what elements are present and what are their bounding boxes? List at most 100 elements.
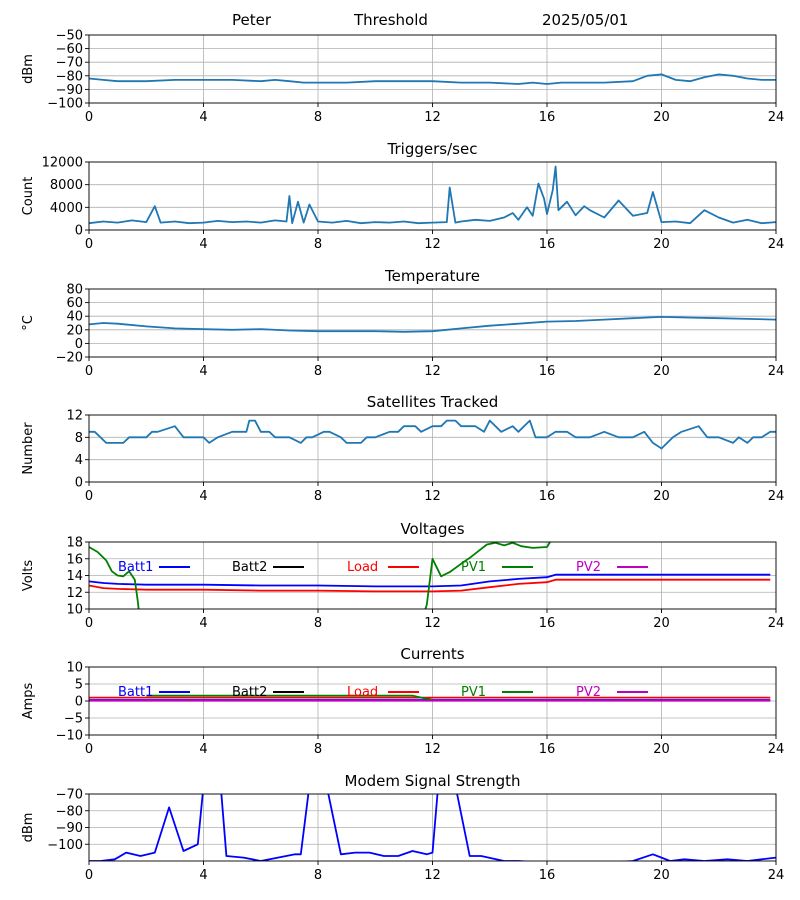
x-tick-label: 12 [424, 868, 441, 883]
x-tick-label: 4 [199, 364, 207, 379]
series-line-0 [89, 794, 776, 861]
y-tick-label: −10 [56, 729, 83, 744]
x-tick-label: 20 [653, 364, 670, 379]
x-tick-label: 8 [314, 237, 322, 252]
header-date: 2025/05/01 [542, 11, 629, 29]
y-tick-label: 0 [75, 476, 83, 491]
x-tick-label: 24 [768, 742, 785, 757]
x-tick-label: 8 [314, 868, 322, 883]
y-axis-label: Amps [21, 682, 36, 719]
x-tick-label: 16 [539, 742, 556, 757]
x-tick-label: 0 [85, 616, 93, 631]
y-tick-label: −70 [56, 788, 83, 803]
x-tick-label: 16 [539, 489, 556, 504]
x-tick-label: 12 [424, 110, 441, 125]
x-tick-label: 12 [424, 616, 441, 631]
x-tick-label: 12 [424, 742, 441, 757]
subplot-title: Triggers/sec [387, 140, 478, 158]
series-line-pv1 [146, 694, 433, 701]
subplot-title: Temperature [384, 267, 480, 285]
y-axis-label: Count [21, 177, 36, 216]
y-axis-label: Volts [21, 560, 36, 592]
x-tick-label: 8 [314, 110, 322, 125]
x-tick-label: 16 [539, 364, 556, 379]
y-tick-label: 10 [66, 603, 83, 618]
x-tick-label: 16 [539, 616, 556, 631]
subplot-title: Satellites Tracked [367, 393, 498, 411]
header-mode: Threshold [354, 11, 428, 29]
subplot-1: 0 4 8 12 16 20 24 0 4000 8000 12000 Triggers/sec Cou… [21, 140, 784, 252]
y-axis-label: °C [21, 315, 36, 331]
y-tick-label: 20 [66, 323, 83, 338]
series-line-0 [89, 73, 776, 85]
x-tick-label: 20 [653, 616, 670, 631]
y-tick-label: 40 [66, 310, 83, 325]
x-tick-label: 12 [424, 364, 441, 379]
x-tick-label: 24 [768, 364, 785, 379]
subplot-title: Currents [400, 645, 464, 663]
y-tick-label: −90 [56, 821, 83, 836]
series-line-batt1 [89, 573, 771, 588]
series-line-0 [89, 419, 776, 450]
y-tick-label: 12 [66, 586, 83, 601]
x-tick-label: 0 [85, 237, 93, 252]
x-tick-label: 20 [653, 742, 670, 757]
y-tick-label: −80 [56, 804, 83, 819]
y-tick-label: −5 [64, 712, 83, 727]
x-tick-label: 8 [314, 742, 322, 757]
y-tick-label: 4 [75, 453, 83, 468]
y-tick-label: −20 [56, 351, 83, 366]
legend-label-batt2: Batt2 [232, 685, 267, 700]
y-tick-label: 12000 [42, 156, 83, 171]
y-tick-label: 16 [66, 552, 83, 567]
x-tick-label: 4 [199, 110, 207, 125]
x-tick-label: 0 [85, 742, 93, 757]
x-tick-label: 4 [199, 489, 207, 504]
x-tick-label: 4 [199, 616, 207, 631]
y-tick-label: 0 [75, 695, 83, 710]
x-tick-label: 20 [653, 868, 670, 883]
x-tick-label: 20 [653, 110, 670, 125]
y-tick-label: −100 [47, 838, 83, 853]
x-tick-label: 24 [768, 237, 785, 252]
x-tick-label: 4 [199, 237, 207, 252]
x-tick-label: 16 [539, 110, 556, 125]
y-tick-label: −90 [56, 83, 83, 98]
x-tick-label: 8 [314, 616, 322, 631]
x-tick-label: 20 [653, 489, 670, 504]
series-line-0 [89, 316, 776, 333]
subplot-title: Modem Signal Strength [345, 772, 521, 790]
x-tick-label: 4 [199, 742, 207, 757]
x-tick-label: 24 [768, 868, 785, 883]
y-tick-label: −60 [56, 42, 83, 57]
x-tick-label: 16 [539, 868, 556, 883]
x-tick-label: 24 [768, 489, 785, 504]
x-tick-label: 4 [199, 868, 207, 883]
y-tick-label: −80 [56, 69, 83, 84]
y-tick-label: −100 [47, 97, 83, 112]
series-line-0 [89, 165, 776, 225]
y-tick-label: 8000 [50, 178, 83, 193]
x-tick-label: 24 [768, 616, 785, 631]
legend-label-load: Load [347, 560, 378, 575]
legend-label-pv2: PV2 [576, 685, 601, 700]
subplot-6: 0 4 8 12 16 20 24 −100 −90 −80−70 Modem Signal Str… [21, 772, 784, 883]
y-tick-label: 5 [75, 678, 83, 693]
y-tick-label: 0 [75, 337, 83, 352]
legend-label-load: Load [347, 685, 378, 700]
y-axis-label: dBm [21, 813, 36, 843]
y-tick-label: 4000 [50, 201, 83, 216]
x-tick-label: 8 [314, 364, 322, 379]
subplot-3: 0 4 8 12 16 20 24 0 4 8 12 Satellites Tracked Number [21, 393, 784, 504]
x-tick-label: 20 [653, 237, 670, 252]
x-tick-label: 8 [314, 489, 322, 504]
header-station: Peter [232, 11, 272, 29]
y-tick-label: 14 [66, 569, 83, 584]
y-tick-label: 80 [66, 283, 83, 298]
legend-label-batt1: Batt1 [118, 685, 153, 700]
x-tick-label: 0 [85, 489, 93, 504]
